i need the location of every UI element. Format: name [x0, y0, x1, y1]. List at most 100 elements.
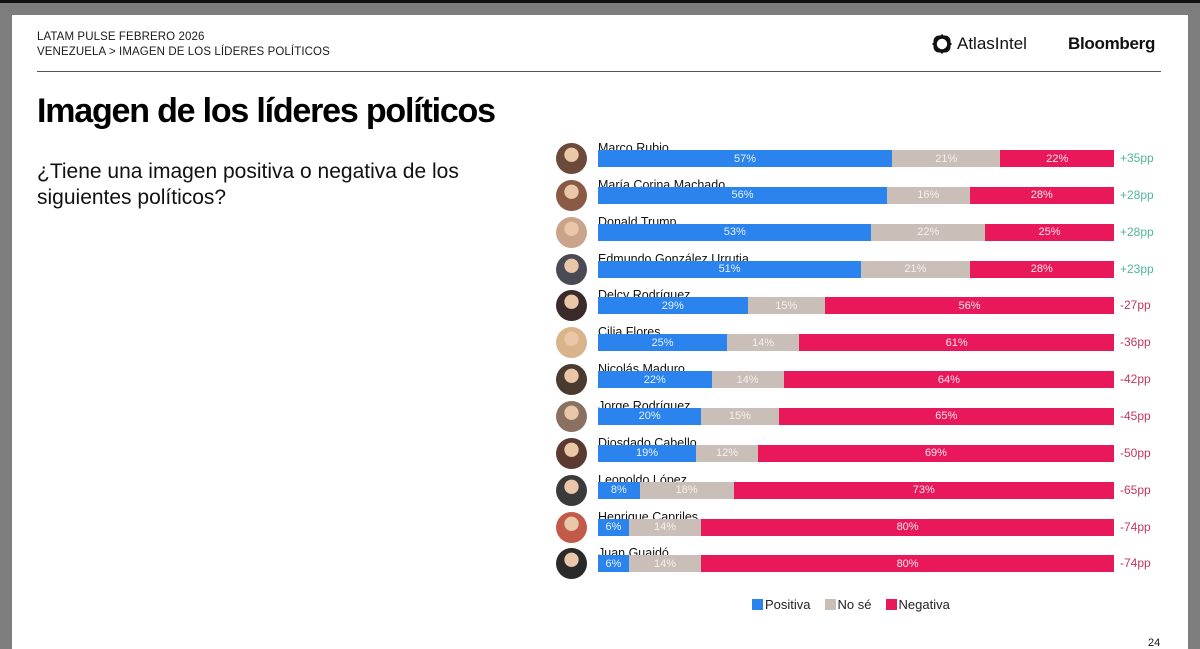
window-top-edge	[0, 0, 1200, 3]
bloomberg-logo: Bloomberg	[1068, 34, 1156, 53]
bar-segment-pos: 29%	[598, 297, 748, 315]
bar-segment-ns: 12%	[696, 444, 758, 462]
report-name: LATAM PULSE FEBRERO 2026	[37, 31, 205, 43]
net-image-label: -74pp	[1120, 556, 1151, 571]
bar-segment-ns: 15%	[747, 297, 826, 315]
chart-row: Edmundo González Urrutia 51% 21% 28% +23pp	[12, 252, 1188, 288]
politician-photo	[556, 143, 587, 174]
net-image-label: +35pp	[1120, 151, 1154, 165]
bar-segment-neg: 69%	[757, 444, 1114, 462]
net-image-label: -36pp	[1120, 335, 1151, 350]
politician-photo	[556, 253, 587, 285]
bar-segment-pos: 53%	[598, 223, 872, 241]
net-image-label: -42pp	[1120, 372, 1151, 387]
bar-segment-neg: 22%	[1000, 150, 1114, 167]
bar-segment-ns: 15%	[701, 407, 779, 425]
survey-question: ¿Tiene una imagen positiva o negativa de…	[37, 160, 459, 209]
chart-row: Marco Rubio 57% 21% 22% +35pp	[12, 141, 1188, 177]
bar-segment-ns: 14%	[727, 334, 800, 352]
legend-swatch	[885, 599, 897, 610]
net-image-label: -45pp	[1120, 408, 1151, 423]
legend-label: Positiva	[765, 597, 811, 612]
bar-segment-neg: 73%	[733, 481, 1114, 499]
bar-segment-ns: 21%	[861, 260, 970, 278]
legend-item: Negativa	[885, 597, 950, 612]
stacked-bar: 6% 14% 80%	[598, 518, 1114, 536]
stacked-bar: 8% 18% 73%	[598, 481, 1114, 499]
breadcrumb: VENEZUELA > IMAGEN DE LOS LÍDERES POLÍTI…	[37, 46, 330, 58]
atlasintel-logo: AtlasIntel	[932, 34, 1027, 54]
atlasintel-wordmark: AtlasIntel	[957, 34, 1027, 53]
bar-segment-neg: 28%	[969, 186, 1114, 204]
bar-segment-neg: 65%	[778, 407, 1114, 425]
bar-segment-pos: 25%	[598, 334, 727, 352]
net-image-label: -50pp	[1120, 445, 1151, 460]
page-title: Imagen de los líderes políticos	[37, 92, 496, 130]
bar-segment-ns: 22%	[871, 223, 985, 241]
politician-photo	[556, 437, 587, 469]
net-image-label: +28pp	[1120, 224, 1154, 239]
politician-photo	[556, 511, 587, 543]
politician-photo	[556, 179, 587, 211]
chart-row: Nicolás Maduro 22% 14% 64% -42pp	[12, 362, 1188, 398]
net-image-label: +23pp	[1120, 261, 1154, 276]
stacked-bar: 22% 14% 64%	[598, 371, 1114, 389]
legend-item: No sé	[824, 597, 872, 612]
atlasintel-mark-icon	[932, 34, 952, 54]
chart-row: Jorge Rodríguez 20% 15% 65% -45pp	[12, 399, 1188, 435]
chart-row: Leopoldo López 8% 18% 73% -65pp	[12, 473, 1188, 509]
bar-segment-ns: 21%	[892, 150, 1001, 167]
stacked-bar: 6% 14% 80%	[598, 555, 1114, 573]
politician-photo	[556, 216, 587, 248]
bar-segment-pos: 6%	[598, 555, 629, 573]
stacked-bar: 53% 22% 25%	[598, 223, 1114, 241]
net-image-label: +28pp	[1120, 187, 1154, 202]
bar-segment-ns: 14%	[711, 371, 784, 389]
stacked-bar: 57% 21% 22%	[598, 150, 1114, 167]
net-image-label: -65pp	[1120, 482, 1151, 497]
chart-row: Cilia Flores 25% 14% 61% -36pp	[12, 325, 1188, 361]
stacked-bar: 29% 15% 56%	[598, 297, 1114, 315]
politician-photo	[556, 400, 587, 432]
bar-segment-pos: 56%	[598, 186, 887, 204]
net-image-label: -74pp	[1120, 519, 1151, 534]
legend-label: No sé	[837, 597, 872, 612]
net-image-label: -27pp	[1120, 298, 1151, 313]
bar-segment-pos: 57%	[598, 150, 893, 167]
chart-row: Juan Guaidó 6% 14% 80% -74pp	[12, 546, 1188, 582]
legend-item: Positiva	[752, 597, 811, 612]
stacked-bar-chart: Marco Rubio 57% 21% 22% +35pp María Corina Ma…	[12, 15, 1188, 649]
bar-segment-ns: 14%	[628, 518, 702, 536]
bar-segment-pos: 6%	[598, 518, 629, 536]
bar-segment-neg: 80%	[701, 518, 1114, 536]
bar-segment-neg: 61%	[799, 334, 1114, 352]
stacked-bar: 19% 12% 69%	[598, 444, 1114, 462]
bar-segment-ns: 16%	[886, 186, 970, 204]
politician-photo	[556, 364, 587, 396]
politician-photo	[556, 548, 587, 580]
bar-segment-neg: 28%	[969, 260, 1114, 278]
politician-photo	[556, 327, 587, 359]
politician-photo	[556, 290, 587, 322]
legend-label: Negativa	[898, 597, 950, 612]
bar-segment-pos: 8%	[598, 481, 640, 499]
bar-segment-neg: 56%	[825, 297, 1114, 315]
bar-segment-neg: 64%	[783, 371, 1114, 389]
bar-segment-neg: 80%	[701, 555, 1114, 573]
header-divider	[37, 71, 1161, 72]
legend-swatch	[824, 599, 836, 610]
stacked-bar: 56% 16% 28%	[598, 186, 1114, 204]
chart-row: María Corina Machado 56% 16% 28% +28pp	[12, 178, 1188, 214]
bar-segment-neg: 25%	[984, 223, 1114, 241]
page-number: 24	[1148, 637, 1161, 649]
chart-legend: Positiva No sé Negativa	[752, 597, 950, 612]
chart-row: Delcy Rodríguez 29% 15% 56% -27pp	[12, 288, 1188, 324]
bar-segment-pos: 22%	[598, 371, 712, 389]
bar-segment-ns: 18%	[639, 481, 734, 499]
stacked-bar: 51% 21% 28%	[598, 260, 1114, 278]
legend-swatch	[752, 599, 763, 610]
chart-row: Henrique Capriles 6% 14% 80% -74pp	[12, 510, 1188, 546]
bar-segment-pos: 20%	[598, 407, 702, 425]
slide: LATAM PULSE FEBRERO 2026 VENEZUELA > IMA…	[12, 15, 1188, 649]
bar-segment-pos: 19%	[598, 444, 697, 462]
